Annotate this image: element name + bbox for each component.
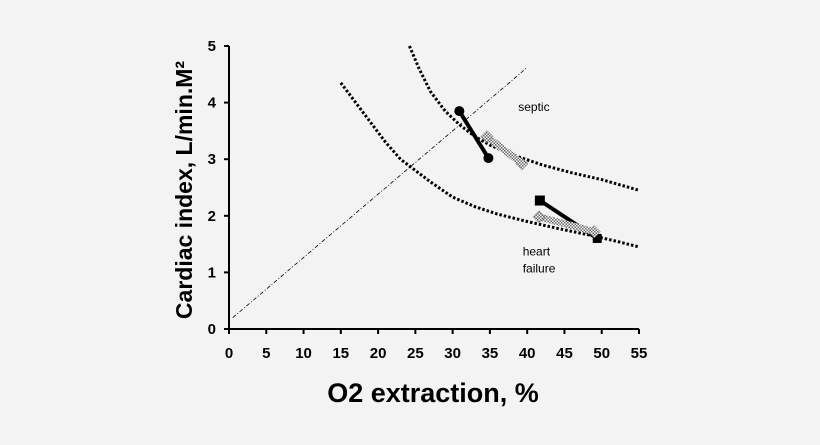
y-tick-label: 1 <box>208 264 216 281</box>
x-tick-label: 35 <box>482 345 499 362</box>
heart-failure-predicted-line <box>538 213 596 235</box>
septic-predicted-line <box>484 133 525 167</box>
annotations: septic heart failure <box>518 100 555 275</box>
axes <box>228 46 639 330</box>
y-ticks: 0 1 2 3 4 5 <box>208 38 229 338</box>
y-tick-label: 0 <box>208 321 216 338</box>
identity-line-line <box>232 67 528 319</box>
x-tick-label: 5 <box>262 345 270 362</box>
lower-curve-line <box>339 81 640 249</box>
annotation-failure: failure <box>523 261 556 275</box>
x-tick-label: 0 <box>225 345 233 362</box>
upper-curve-line <box>408 45 640 192</box>
y-axis-title: Cardiac index, L/min.M² <box>171 61 197 319</box>
marker-layer <box>454 106 602 243</box>
y-tick-label: 4 <box>208 95 217 112</box>
heart-failure-predicted-point <box>587 225 601 239</box>
x-ticks: 0 5 10 15 20 25 30 35 40 45 50 55 <box>225 329 648 362</box>
x-tick-label: 55 <box>631 345 648 362</box>
annotation-septic: septic <box>518 100 549 114</box>
septic-predicted-point <box>480 130 494 143</box>
series-layer <box>232 45 640 319</box>
x-tick-label: 15 <box>332 345 349 362</box>
x-tick-label: 30 <box>444 345 461 362</box>
y-tick-label: 5 <box>208 38 216 55</box>
septic-predicted-point <box>515 157 529 171</box>
x-axis-title: O2 extraction, % <box>327 378 539 408</box>
septic-measured-point <box>483 153 494 164</box>
septic-measured-line <box>457 110 491 160</box>
x-tick-label: 40 <box>519 345 536 362</box>
x-tick-label: 50 <box>593 345 610 362</box>
x-tick-label: 45 <box>556 345 573 362</box>
x-tick-label: 25 <box>407 345 424 362</box>
y-tick-label: 2 <box>208 208 216 225</box>
y-tick-label: 3 <box>208 151 216 168</box>
x-tick-label: 10 <box>295 345 312 362</box>
heart-failure-measured-point <box>592 233 602 243</box>
annotation-heart: heart <box>523 244 551 258</box>
septic-measured-point <box>454 106 465 117</box>
heart-failure-measured-point <box>534 195 545 206</box>
x-tick-label: 20 <box>370 345 387 362</box>
heart-failure-predicted-point <box>532 210 546 224</box>
